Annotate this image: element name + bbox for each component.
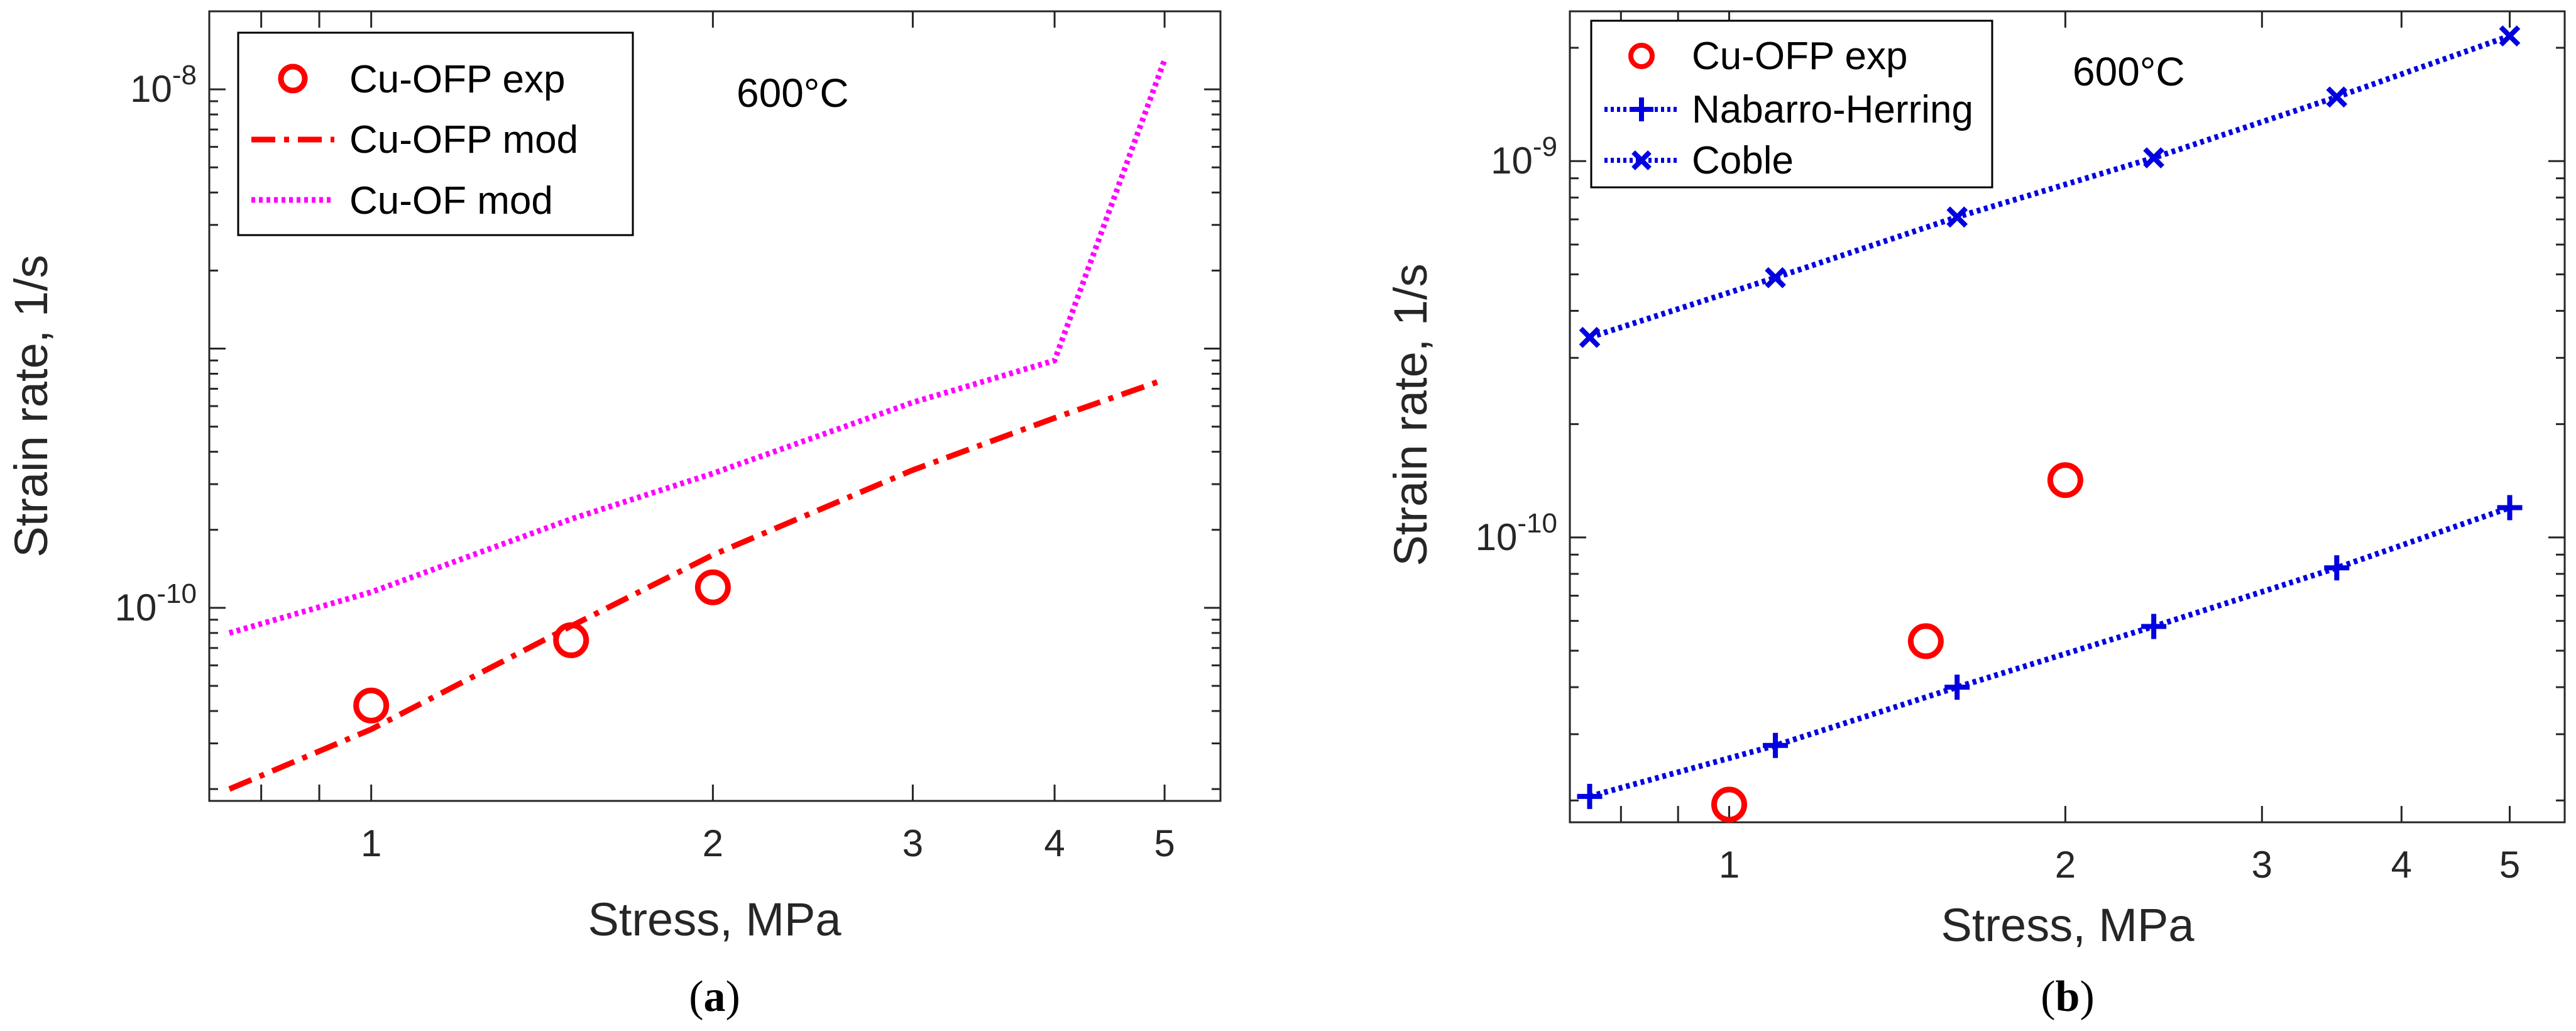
legend-marker-plus-line [1604,97,1678,121]
cross-marker-b [1579,326,1601,348]
data-point-cu-ofp-exp [2047,462,2083,499]
panel-a: 1 2 3 4 5 10-10 10-8 Cu-OFP exp Cu-OFP mod Cu… [5,10,1222,1021]
data-point-cu-ofp-exp [1907,623,1944,659]
cross-marker-b [2499,25,2521,47]
data-point-coble [2326,86,2348,108]
data-point-cu-ofp-exp [694,569,731,605]
y-tick-label: 10-10 [115,578,197,629]
data-point-nabarro-herring [2497,495,2523,521]
series-line-nabarro-herring [1589,505,2511,800]
y-tick-label: 10-8 [130,60,197,110]
data-point-coble [1579,326,1601,348]
data-point-nabarro-herring [2141,614,2167,639]
panel-b-letter: b [2056,973,2080,1021]
x-tick-label: 3 [2252,844,2272,886]
x-tick-label: 4 [2391,844,2412,886]
series-line-coble [1589,33,2511,340]
x-tick-label: 1 [361,822,381,864]
cross-marker-b [2143,147,2164,168]
x-tick-label: 5 [2499,844,2520,886]
legend-marker-circle [1628,43,1655,69]
panel-b-legend: Cu-OFP exp Nabarro-Herring Coble [1590,19,1993,189]
panel-a-letter: a [704,973,726,1021]
y-tick-label: 10-9 [1491,131,1557,182]
legend-label: Coble [1692,139,1794,182]
legend-marker-circle [278,63,308,94]
data-point-nabarro-herring [1944,675,1970,700]
data-point-nabarro-herring [1763,732,1789,758]
x-tick-label: 2 [703,822,723,864]
panel-b-caption: (b) [2041,973,2095,1021]
cross-marker-b [1765,267,1786,289]
panel-b: 1 2 3 4 5 10-10 10-9 Cu-OFP exp Nabarro-Herri… [1384,10,2566,1021]
panel-a-legend: Cu-OFP exp Cu-OFP mod Cu-OF mod [237,31,634,236]
y-tick-label: 10-10 [1476,508,1557,558]
legend-label: Cu-OF mod [349,179,553,223]
panel-b-y-ticks: 10-10 10-9 [1476,47,2565,802]
data-point-nabarro-herring [2324,555,2350,581]
panel-a-series [228,58,1168,792]
panel-a-y-ticks: 10-10 10-8 [115,10,1220,790]
panel-b-series [1577,25,2523,823]
cross-marker-b [2326,86,2348,108]
series-line-cu-of-mod [228,58,1168,636]
data-point-coble [1946,206,1968,228]
x-tick-label: 5 [1154,822,1175,864]
data-point-cu-ofp-exp [353,687,390,724]
panel-b-y-axis-label: Strain rate, 1/s [1384,263,1437,566]
panel-b-x-axis-label: Stress, MPa [1941,899,2195,951]
series-line-cu-ofp-mod [228,377,1166,792]
panel-a-caption: (a) [689,973,740,1021]
x-tick-label: 1 [1719,844,1740,886]
legend-marker-cross-line [1604,150,1678,170]
legend-label: Nabarro-Herring [1692,88,1973,131]
panel-a-y-axis-label: Strain rate, 1/s [5,255,57,557]
data-point-nabarro-herring [1577,783,1603,809]
x-tick-label: 2 [2055,844,2076,886]
data-point-coble [2499,25,2521,47]
panel-a-x-ticks: 1 2 3 4 5 [260,11,1175,864]
panel-b-temperature-annotation: 600°C [2073,49,2185,94]
data-point-coble [2143,147,2164,168]
panel-a-x-axis-label: Stress, MPa [588,893,842,946]
legend-label: Cu-OFP mod [349,118,578,162]
cross-marker-b [1946,206,1968,228]
panel-a-temperature-annotation: 600°C [737,70,849,116]
data-point-coble [1765,267,1786,289]
x-tick-label: 3 [902,822,923,864]
panel-b-legend-box [1590,19,1993,189]
data-point-cu-ofp-exp [1711,786,1748,823]
legend-label: Cu-OFP exp [1692,35,1907,78]
x-tick-label: 4 [1044,822,1065,864]
panel-a-legend-box [237,31,634,236]
legend-label: Cu-OFP exp [349,58,565,101]
